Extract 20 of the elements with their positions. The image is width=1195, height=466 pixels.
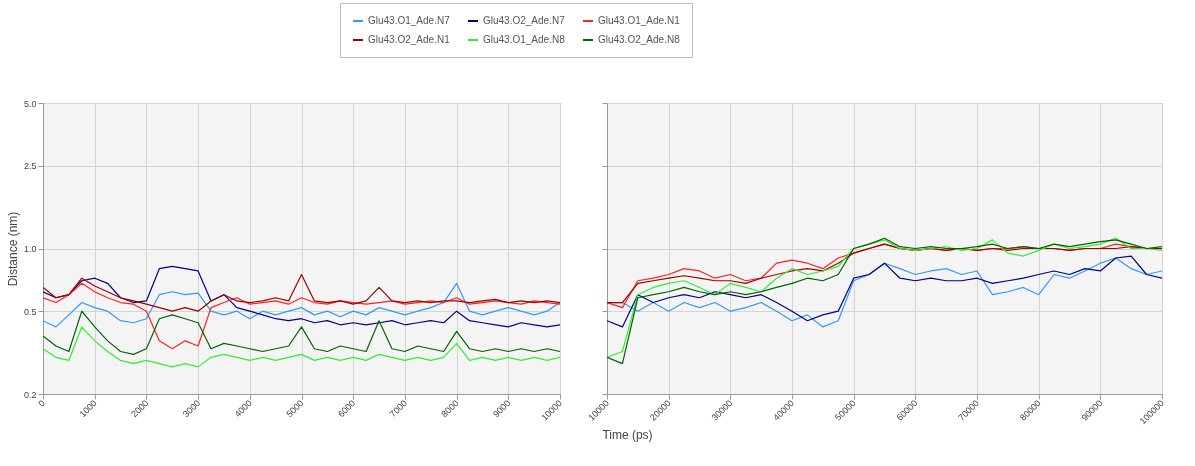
x-tick-label: 0 xyxy=(36,397,48,409)
legend-label: Glu43.O1_Ade.N1 xyxy=(598,15,681,26)
y-tick-label: 0.5 xyxy=(23,306,37,317)
line-series xyxy=(43,326,560,368)
y-tick-label: 0.2 xyxy=(23,389,37,400)
line-series xyxy=(43,273,560,312)
line-series xyxy=(43,310,560,355)
legend-label: Glu43.O2_Ade.N7 xyxy=(483,15,566,26)
legend-label: Glu43.O2_Ade.N1 xyxy=(368,34,451,45)
line-series xyxy=(43,282,560,350)
y-tick-label: 5.0 xyxy=(23,98,37,109)
line-series xyxy=(43,282,560,328)
line-series xyxy=(43,265,560,328)
legend-label: Glu43.O1_Ade.N8 xyxy=(483,34,566,45)
x-axis-title: Time (ps) xyxy=(602,428,653,443)
y-tick-label: 2.5 xyxy=(23,161,37,172)
y-axis-title: Distance (nm) xyxy=(5,211,20,287)
legend-label: Glu43.O2_Ade.N8 xyxy=(598,34,681,45)
y-tick-label: 1.0 xyxy=(23,244,37,254)
legend-label: Glu43.O1_Ade.N7 xyxy=(368,15,451,26)
